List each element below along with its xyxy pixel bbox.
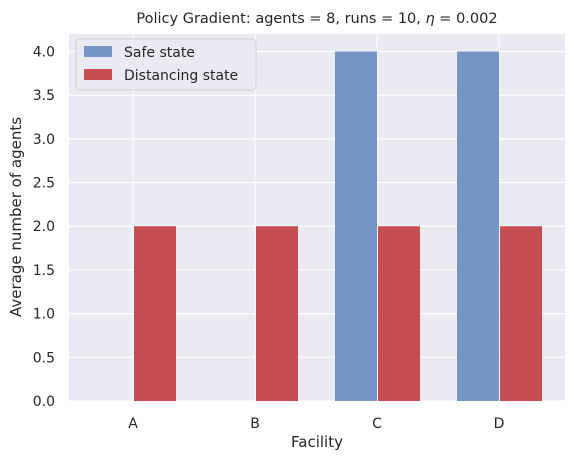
bar-safe-state-d bbox=[457, 51, 499, 401]
bar-distancing-state-c bbox=[378, 226, 420, 401]
bar-safe-state-c bbox=[335, 51, 377, 401]
x-tick-label: D bbox=[494, 416, 505, 432]
y-tick-label: 2.0 bbox=[33, 219, 55, 235]
y-tick-label: 3.0 bbox=[33, 132, 55, 148]
x-tick-label: A bbox=[128, 416, 138, 432]
y-tick-label: 4.0 bbox=[33, 44, 55, 60]
x-tick-labels: A B C D bbox=[128, 416, 504, 432]
y-tick-label: 0.0 bbox=[33, 394, 55, 410]
legend-box bbox=[75, 38, 257, 91]
y-axis-label: Average number of agents bbox=[7, 117, 25, 317]
y-tick-label: 2.5 bbox=[33, 176, 55, 192]
y-tick-label: 3.5 bbox=[33, 88, 55, 104]
legend-swatch-safe-state bbox=[84, 46, 112, 57]
x-axis-label: Facility bbox=[291, 433, 343, 451]
x-tick-label: B bbox=[250, 416, 260, 432]
y-tick-labels: 0.0 0.5 1.0 1.5 2.0 2.5 3.0 3.5 4.0 bbox=[33, 44, 55, 410]
y-tick-label: 1.0 bbox=[33, 307, 55, 323]
bar-distancing-state-b bbox=[256, 226, 298, 401]
legend-label-distancing-state: Distancing state bbox=[124, 68, 238, 84]
chart-title: Policy Gradient: agents = 8, runs = 10, … bbox=[136, 11, 497, 27]
y-tick-label: 0.5 bbox=[33, 350, 55, 366]
legend-label-safe-state: Safe state bbox=[124, 45, 195, 61]
legend-swatch-distancing-state bbox=[84, 69, 112, 80]
legend: Safe state Distancing state bbox=[75, 38, 257, 91]
bar-distancing-state-d bbox=[500, 226, 542, 401]
x-tick-label: C bbox=[372, 416, 382, 432]
y-tick-label: 1.5 bbox=[33, 263, 55, 279]
bars bbox=[134, 51, 542, 401]
bar-distancing-state-a bbox=[134, 226, 176, 401]
